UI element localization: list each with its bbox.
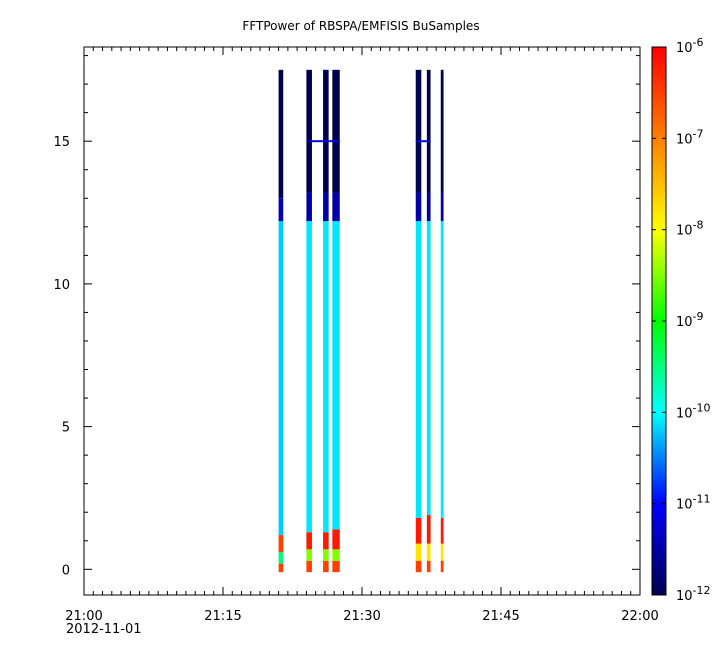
spectrogram-cell bbox=[332, 69, 340, 193]
plot-area bbox=[83, 46, 641, 596]
x-axis: 21:00 21:15 21:30 21:45 22:00 bbox=[65, 47, 659, 624]
spectrogram-cell bbox=[415, 560, 422, 573]
spectrogram-column bbox=[415, 69, 422, 573]
spectrogram-column bbox=[332, 69, 340, 573]
spectrogram-cell bbox=[323, 532, 329, 550]
spectrogram-cell bbox=[306, 532, 312, 550]
spectrogram-cell bbox=[306, 192, 312, 222]
x-tick-label: 21:00 bbox=[65, 609, 102, 624]
spectrogram-cell bbox=[415, 221, 422, 518]
spectrogram-cell bbox=[440, 517, 444, 544]
plot-background bbox=[84, 47, 640, 595]
colorbar-tick-base: 10 bbox=[676, 589, 693, 604]
spectrogram-cell bbox=[332, 192, 340, 222]
spectrogram-cell bbox=[426, 515, 431, 544]
spectrogram-cell bbox=[323, 221, 329, 533]
spectrogram-cell bbox=[426, 192, 431, 222]
colorbar-tick-label: 10-12 bbox=[676, 584, 711, 604]
spectral-line-segment bbox=[415, 140, 431, 143]
spectrogram-cell bbox=[440, 560, 444, 573]
spectrogram-cell bbox=[306, 560, 312, 573]
spectrogram-cell bbox=[440, 192, 444, 222]
spectrogram-cell bbox=[278, 535, 284, 553]
spectrogram-cell bbox=[332, 549, 340, 561]
spectrogram-cell bbox=[332, 560, 340, 573]
spectrogram-cell bbox=[440, 69, 444, 193]
spectrogram-cell bbox=[278, 563, 284, 573]
y-tick-label: 10 bbox=[53, 278, 70, 293]
colorbar-tick-label: 10-11 bbox=[676, 493, 711, 513]
spectrogram-cell bbox=[426, 221, 431, 516]
spectrogram-cell bbox=[306, 549, 312, 561]
spectrogram-column bbox=[426, 69, 431, 573]
spectrogram-cell bbox=[323, 69, 329, 193]
spectrogram-column bbox=[306, 69, 312, 573]
spectrogram-column bbox=[323, 69, 329, 573]
x-tick-label: 22:00 bbox=[621, 609, 658, 624]
colorbar-tick-exponent: -8 bbox=[693, 219, 704, 232]
chart-title: FFTPower of RBSPA/EMFISIS BuSamples bbox=[242, 19, 479, 33]
spectrogram-bands bbox=[278, 69, 444, 573]
colorbar-tick-label: 10-6 bbox=[676, 36, 704, 56]
x-tick-label: 21:45 bbox=[482, 609, 519, 624]
spectrogram-cell bbox=[415, 69, 422, 193]
colorbar-tick-exponent: -9 bbox=[693, 310, 704, 323]
colorbar-tick-base: 10 bbox=[676, 132, 693, 147]
spectrogram-cell bbox=[323, 549, 329, 561]
colorbar-tick-label: 10-8 bbox=[676, 219, 704, 239]
colorbar-gradient bbox=[652, 47, 666, 595]
colorbar-tick-base: 10 bbox=[676, 41, 693, 56]
spectrogram-cell bbox=[332, 221, 340, 530]
colorbar-tick-base: 10 bbox=[676, 315, 693, 330]
spectrogram-cell bbox=[278, 69, 284, 199]
colorbar-tick-exponent: -6 bbox=[693, 36, 704, 49]
spectrogram-cell bbox=[440, 543, 444, 561]
colorbar-tick-label: 10-7 bbox=[676, 127, 704, 147]
colorbar-tick-exponent: -7 bbox=[693, 127, 704, 140]
spectrogram-column bbox=[440, 69, 444, 573]
colorbar-tick-label: 10-10 bbox=[676, 401, 711, 421]
colorbar-tick-base: 10 bbox=[676, 498, 693, 513]
spectrogram-cell bbox=[440, 221, 444, 518]
x-date-label: 2012-11-01 bbox=[66, 622, 142, 637]
spectrogram-cell bbox=[323, 192, 329, 222]
spectral-line-segment bbox=[306, 140, 340, 143]
spectrogram-cell bbox=[323, 560, 329, 573]
spectrogram-cell bbox=[415, 517, 422, 544]
y-axis: 0 5 10 15 bbox=[53, 55, 640, 578]
spectrogram-cell bbox=[332, 529, 340, 550]
colorbar-tick-exponent: -12 bbox=[693, 584, 711, 597]
x-tick-label: 21:15 bbox=[204, 609, 241, 624]
line-features bbox=[306, 140, 431, 143]
spectrogram-cell bbox=[426, 69, 431, 193]
colorbar-tick-exponent: -10 bbox=[693, 401, 711, 414]
x-tick-label: 21:30 bbox=[343, 609, 380, 624]
spectrogram-cell bbox=[426, 560, 431, 573]
spectrogram-cell bbox=[415, 192, 422, 222]
spectrogram-cell bbox=[306, 221, 312, 533]
spectrogram-cell bbox=[278, 198, 284, 222]
colorbar-tick-base: 10 bbox=[676, 224, 693, 239]
spectrogram-cell bbox=[426, 543, 431, 561]
colorbar-tick-label: 10-9 bbox=[676, 310, 704, 330]
y-tick-label: 5 bbox=[62, 421, 70, 436]
spectrogram-cell bbox=[306, 69, 312, 193]
colorbar-tick-base: 10 bbox=[676, 406, 693, 421]
y-tick-label: 0 bbox=[62, 563, 70, 578]
spectrogram-cell bbox=[278, 552, 284, 564]
spectrogram-cell bbox=[415, 543, 422, 561]
spectrogram-column bbox=[278, 69, 284, 573]
y-tick-label: 15 bbox=[53, 135, 70, 150]
spectrogram-cell bbox=[278, 221, 284, 536]
colorbar-tick-exponent: -11 bbox=[693, 493, 711, 506]
